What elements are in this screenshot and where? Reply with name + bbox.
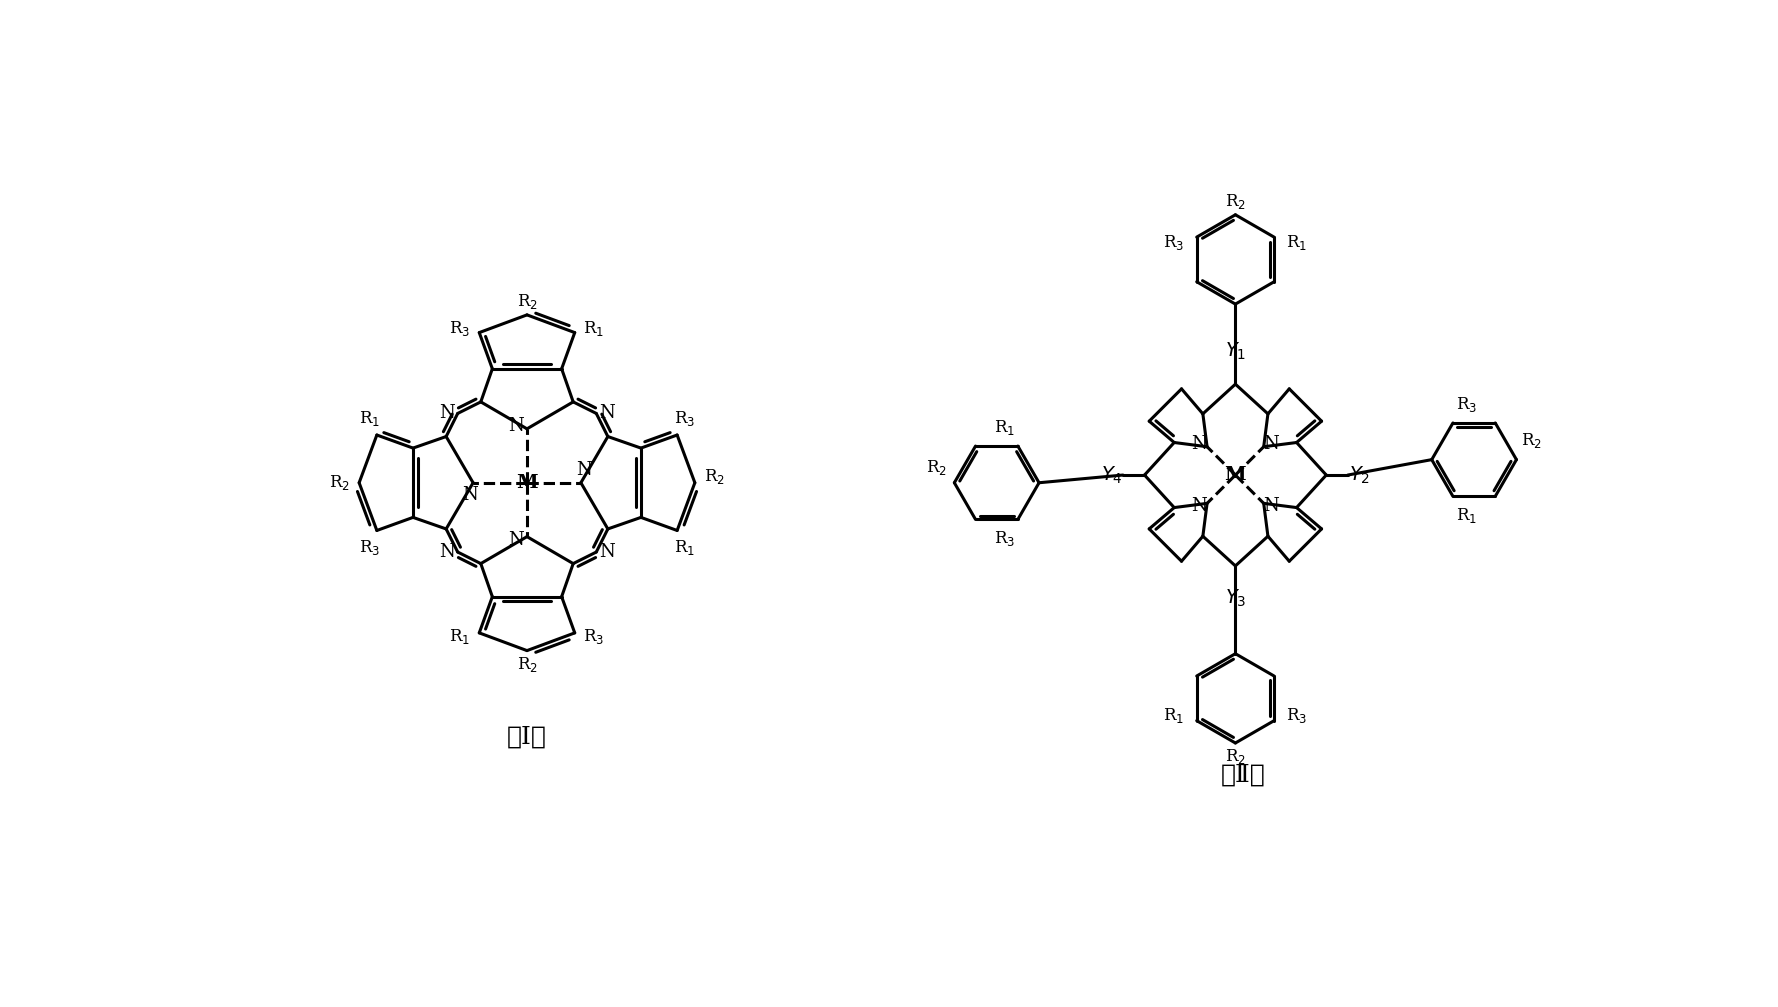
Text: M: M — [516, 473, 537, 491]
Text: $\mathbf{\mathit{Y_2}}$: $\mathbf{\mathit{Y_2}}$ — [1350, 464, 1369, 485]
Text: R$_2$: R$_2$ — [926, 458, 948, 477]
Text: N: N — [439, 543, 455, 561]
Text: $\mathbf{\mathit{Y_4}}$: $\mathbf{\mathit{Y_4}}$ — [1101, 464, 1122, 485]
Text: R$_1$: R$_1$ — [1456, 506, 1478, 525]
Text: （Ⅱ）: （Ⅱ） — [1221, 764, 1266, 786]
Text: R$_1$: R$_1$ — [674, 538, 695, 557]
Text: N: N — [462, 486, 478, 505]
Text: N: N — [599, 543, 615, 561]
Text: R$_1$: R$_1$ — [359, 409, 380, 428]
Text: N: N — [1264, 435, 1280, 453]
Text: R$_3$: R$_3$ — [994, 529, 1015, 548]
Text: $\mathbf{\mathit{Y_1}}$: $\mathbf{\mathit{Y_1}}$ — [1225, 341, 1246, 363]
Text: R$_1$: R$_1$ — [1287, 233, 1307, 252]
Text: R$_2$: R$_2$ — [517, 655, 537, 674]
Text: N: N — [1264, 497, 1280, 516]
Text: N: N — [509, 417, 525, 435]
Text: R$_3$: R$_3$ — [450, 319, 471, 338]
Text: R$_2$: R$_2$ — [1225, 746, 1246, 765]
Text: R$_3$: R$_3$ — [359, 538, 380, 557]
Text: R$_2$: R$_2$ — [704, 467, 725, 486]
Text: N: N — [1191, 497, 1207, 516]
Text: R$_1$: R$_1$ — [994, 418, 1015, 437]
Text: （Ⅰ）: （Ⅰ） — [507, 725, 548, 748]
Text: R$_3$: R$_3$ — [583, 627, 605, 646]
Text: N: N — [599, 405, 615, 423]
Text: R$_2$: R$_2$ — [1225, 192, 1246, 211]
Text: R$_2$: R$_2$ — [517, 291, 537, 310]
Text: N: N — [509, 531, 525, 549]
Text: R$_3$: R$_3$ — [1456, 395, 1478, 414]
Text: N: N — [576, 461, 592, 479]
Text: R$_3$: R$_3$ — [1163, 233, 1184, 252]
Text: N: N — [439, 405, 455, 423]
Text: N: N — [1191, 435, 1207, 453]
Text: $\mathbf{\mathit{Y_3}}$: $\mathbf{\mathit{Y_3}}$ — [1225, 588, 1246, 609]
Text: R$_2$: R$_2$ — [329, 473, 350, 492]
Text: R$_2$: R$_2$ — [1522, 431, 1542, 450]
Text: M: M — [1225, 466, 1246, 484]
Text: R$_3$: R$_3$ — [674, 409, 695, 428]
Text: R$_1$: R$_1$ — [450, 627, 471, 646]
Text: R$_1$: R$_1$ — [1163, 706, 1184, 725]
Text: R$_3$: R$_3$ — [1287, 706, 1307, 725]
Text: R$_1$: R$_1$ — [583, 319, 605, 338]
